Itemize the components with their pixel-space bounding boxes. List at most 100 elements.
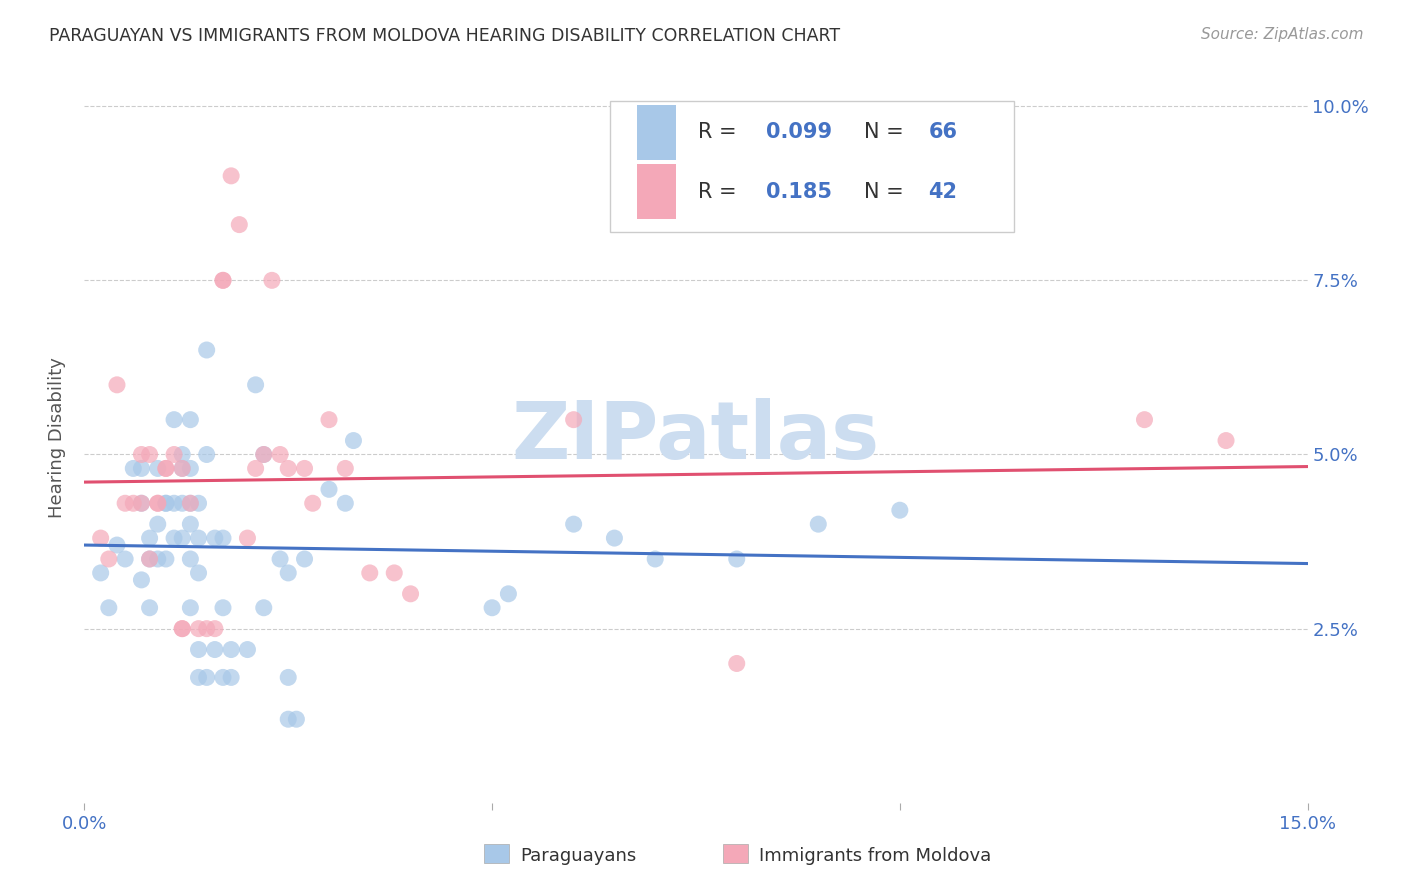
Bar [637, 164, 676, 219]
Text: Source: ZipAtlas.com: Source: ZipAtlas.com [1201, 27, 1364, 42]
Point [1215, 434, 1237, 448]
Point [187, 642, 209, 657]
Point [105, 538, 128, 552]
Point [138, 531, 160, 545]
Point [301, 496, 323, 510]
Point [163, 412, 186, 426]
Point [195, 343, 218, 357]
Point [187, 496, 209, 510]
Point [481, 600, 503, 615]
Text: N =: N = [863, 122, 910, 143]
Text: N =: N = [863, 182, 910, 202]
Point [179, 412, 201, 426]
Point [219, 642, 242, 657]
Point [294, 552, 316, 566]
Text: 0.099: 0.099 [766, 122, 832, 143]
Text: PARAGUAYAN VS IMMIGRANTS FROM MOLDOVA HEARING DISABILITY CORRELATION CHART: PARAGUAYAN VS IMMIGRANTS FROM MOLDOVA HE… [49, 27, 841, 45]
Text: 42: 42 [928, 182, 957, 202]
Point [172, 461, 194, 475]
Point [172, 496, 194, 510]
Point [179, 496, 201, 510]
Point [131, 496, 153, 510]
Point [807, 517, 830, 532]
Point [277, 670, 299, 684]
Point [172, 461, 194, 475]
Point [155, 496, 177, 510]
Point [382, 566, 405, 580]
Point [236, 531, 259, 545]
Point [195, 670, 218, 684]
Bar [484, 844, 509, 863]
Point [269, 448, 291, 462]
Point [498, 587, 520, 601]
Point [245, 461, 267, 475]
Point [114, 496, 136, 510]
Bar [637, 105, 676, 160]
Point [138, 448, 160, 462]
Point [155, 461, 177, 475]
FancyBboxPatch shape [610, 101, 1014, 232]
Point [236, 642, 259, 657]
Point [253, 448, 276, 462]
Point [195, 448, 218, 462]
Point [725, 657, 748, 671]
Text: R =: R = [699, 182, 751, 202]
Point [725, 552, 748, 566]
Point [318, 412, 340, 426]
Point [219, 169, 242, 183]
Point [122, 496, 145, 510]
Point [172, 448, 194, 462]
Point [131, 461, 153, 475]
Point [155, 496, 177, 510]
Point [163, 448, 186, 462]
Point [187, 531, 209, 545]
Point [195, 622, 218, 636]
Point [253, 600, 276, 615]
Point [146, 517, 169, 532]
Y-axis label: Hearing Disability: Hearing Disability [48, 357, 66, 517]
Point [163, 496, 186, 510]
Text: R =: R = [699, 122, 744, 143]
Point [1133, 412, 1156, 426]
Point [212, 273, 235, 287]
Point [146, 461, 169, 475]
Point [260, 273, 283, 287]
Point [212, 273, 235, 287]
Point [277, 461, 299, 475]
Point [131, 448, 153, 462]
Point [146, 552, 169, 566]
Point [219, 670, 242, 684]
Point [138, 552, 160, 566]
Point [294, 461, 316, 475]
Point [155, 461, 177, 475]
Point [889, 503, 911, 517]
Bar [723, 844, 748, 863]
Point [138, 600, 160, 615]
Point [90, 566, 112, 580]
Point [172, 531, 194, 545]
Point [172, 622, 194, 636]
Point [277, 566, 299, 580]
Point [204, 622, 226, 636]
Point [97, 600, 120, 615]
Text: 0.185: 0.185 [766, 182, 832, 202]
Point [131, 496, 153, 510]
Point [179, 461, 201, 475]
Point [187, 566, 209, 580]
Text: Immigrants from Moldova: Immigrants from Moldova [759, 847, 991, 865]
Point [253, 448, 276, 462]
Point [155, 552, 177, 566]
Point [228, 218, 250, 232]
Point [146, 496, 169, 510]
Point [562, 412, 585, 426]
Point [245, 377, 267, 392]
Point [212, 600, 235, 615]
Point [277, 712, 299, 726]
Point [269, 552, 291, 566]
Point [342, 434, 364, 448]
Point [163, 531, 186, 545]
Point [204, 531, 226, 545]
Point [122, 461, 145, 475]
Point [399, 587, 422, 601]
Point [97, 552, 120, 566]
